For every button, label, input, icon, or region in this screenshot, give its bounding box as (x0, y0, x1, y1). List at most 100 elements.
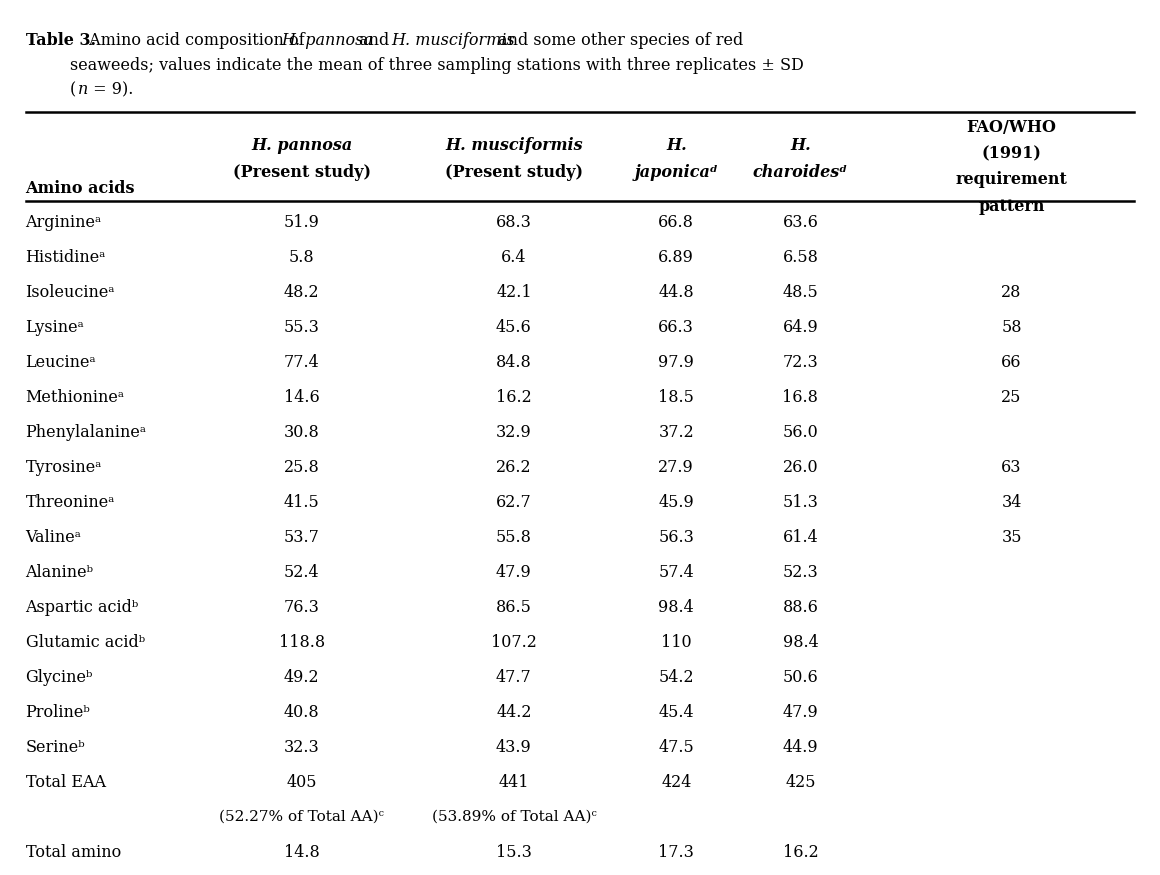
Text: (Present study): (Present study) (233, 164, 370, 180)
Text: Glycineᵇ: Glycineᵇ (26, 669, 93, 686)
Text: 25.8: 25.8 (284, 459, 319, 476)
Text: H. musciformis: H. musciformis (445, 137, 582, 154)
Text: H. musciformis: H. musciformis (391, 32, 515, 49)
Text: and: and (355, 32, 394, 49)
Text: 107.2: 107.2 (491, 634, 537, 651)
Text: 53.7: 53.7 (284, 529, 319, 546)
Text: FAO/WHO: FAO/WHO (966, 119, 1057, 136)
Text: 35: 35 (1001, 529, 1022, 546)
Text: Phenylalanineᵃ: Phenylalanineᵃ (26, 424, 146, 441)
Text: Amino acid composition of: Amino acid composition of (84, 32, 310, 49)
Text: 118.8: 118.8 (278, 634, 325, 651)
Text: charoidesᵈ: charoidesᵈ (753, 164, 848, 180)
Text: 14.8: 14.8 (284, 844, 319, 861)
Text: 98.4: 98.4 (659, 599, 694, 616)
Text: Histidineᵃ: Histidineᵃ (26, 249, 106, 266)
Text: 47.7: 47.7 (496, 669, 531, 686)
Text: 49.2: 49.2 (284, 669, 319, 686)
Text: 52.4: 52.4 (284, 564, 319, 581)
Text: 40.8: 40.8 (284, 704, 319, 721)
Text: 16.2: 16.2 (783, 844, 818, 861)
Text: 16.2: 16.2 (496, 389, 531, 406)
Text: Leucineᵃ: Leucineᵃ (26, 354, 96, 371)
Text: 63.6: 63.6 (783, 214, 818, 231)
Text: 51.9: 51.9 (284, 214, 319, 231)
Text: 48.2: 48.2 (284, 284, 319, 301)
Text: 34: 34 (1001, 494, 1022, 511)
Text: 15.3: 15.3 (496, 844, 531, 861)
Text: 25: 25 (1001, 389, 1022, 406)
Text: 425: 425 (785, 774, 815, 791)
Text: 56.3: 56.3 (659, 529, 694, 546)
Text: 68.3: 68.3 (496, 214, 531, 231)
Text: 27.9: 27.9 (659, 459, 694, 476)
Text: Arginineᵃ: Arginineᵃ (26, 214, 102, 231)
Text: 43.9: 43.9 (496, 739, 531, 756)
Text: Total EAA: Total EAA (26, 774, 106, 791)
Text: 48.5: 48.5 (783, 284, 818, 301)
Text: 32.3: 32.3 (284, 739, 319, 756)
Text: 30.8: 30.8 (284, 424, 319, 441)
Text: requirement: requirement (956, 172, 1067, 188)
Text: 62.7: 62.7 (496, 494, 531, 511)
Text: 41.5: 41.5 (284, 494, 319, 511)
Text: Amino acids: Amino acids (26, 180, 135, 197)
Text: 98.4: 98.4 (783, 634, 818, 651)
Text: 55.3: 55.3 (284, 319, 319, 336)
Text: 52.3: 52.3 (783, 564, 818, 581)
Text: (: ( (70, 81, 75, 98)
Text: 26.0: 26.0 (783, 459, 818, 476)
Text: 32.9: 32.9 (496, 424, 531, 441)
Text: Total amino: Total amino (26, 844, 121, 861)
Text: 110: 110 (661, 634, 691, 651)
Text: 28: 28 (1001, 284, 1022, 301)
Text: n: n (78, 81, 88, 98)
Text: 66.3: 66.3 (659, 319, 694, 336)
Text: 16.8: 16.8 (783, 389, 818, 406)
Text: 63: 63 (1001, 459, 1022, 476)
Text: Threonineᵃ: Threonineᵃ (26, 494, 115, 511)
Text: 44.9: 44.9 (783, 739, 818, 756)
Text: 6.58: 6.58 (783, 249, 818, 266)
Text: Glutamic acidᵇ: Glutamic acidᵇ (26, 634, 145, 651)
Text: and some other species of red: and some other species of red (493, 32, 744, 49)
Text: 61.4: 61.4 (783, 529, 818, 546)
Text: 6.89: 6.89 (659, 249, 694, 266)
Text: H. pannosa: H. pannosa (251, 137, 353, 154)
Text: 44.2: 44.2 (496, 704, 531, 721)
Text: Table 3.: Table 3. (26, 32, 95, 49)
Text: 84.8: 84.8 (496, 354, 531, 371)
Text: 44.8: 44.8 (659, 284, 694, 301)
Text: (53.89% of Total AA)ᶜ: (53.89% of Total AA)ᶜ (432, 809, 596, 823)
Text: 51.3: 51.3 (783, 494, 818, 511)
Text: 5.8: 5.8 (289, 249, 314, 266)
Text: 88.6: 88.6 (783, 599, 818, 616)
Text: H.: H. (790, 137, 811, 154)
Text: H.: H. (666, 137, 687, 154)
Text: 441: 441 (499, 774, 529, 791)
Text: 47.9: 47.9 (783, 704, 818, 721)
Text: Aspartic acidᵇ: Aspartic acidᵇ (26, 599, 139, 616)
Text: (Present study): (Present study) (445, 164, 582, 180)
Text: 86.5: 86.5 (496, 599, 531, 616)
Text: Valineᵃ: Valineᵃ (26, 529, 81, 546)
Text: 42.1: 42.1 (496, 284, 531, 301)
Text: 58: 58 (1001, 319, 1022, 336)
Text: 76.3: 76.3 (284, 599, 319, 616)
Text: Prolineᵇ: Prolineᵇ (26, 704, 90, 721)
Text: H. pannosa: H. pannosa (281, 32, 374, 49)
Text: 47.5: 47.5 (659, 739, 694, 756)
Text: (1991): (1991) (981, 145, 1042, 162)
Text: 17.3: 17.3 (659, 844, 694, 861)
Text: (52.27% of Total AA)ᶜ: (52.27% of Total AA)ᶜ (219, 809, 384, 823)
Text: 56.0: 56.0 (783, 424, 818, 441)
Text: 47.9: 47.9 (496, 564, 531, 581)
Text: 45.9: 45.9 (659, 494, 694, 511)
Text: 37.2: 37.2 (659, 424, 694, 441)
Text: Lysineᵃ: Lysineᵃ (26, 319, 85, 336)
Text: japonicaᵈ: japonicaᵈ (635, 164, 718, 180)
Text: 97.9: 97.9 (659, 354, 694, 371)
Text: Tyrosineᵃ: Tyrosineᵃ (26, 459, 102, 476)
Text: = 9).: = 9). (88, 81, 133, 98)
Text: seaweeds; values indicate the mean of three sampling stations with three replica: seaweeds; values indicate the mean of th… (70, 57, 804, 74)
